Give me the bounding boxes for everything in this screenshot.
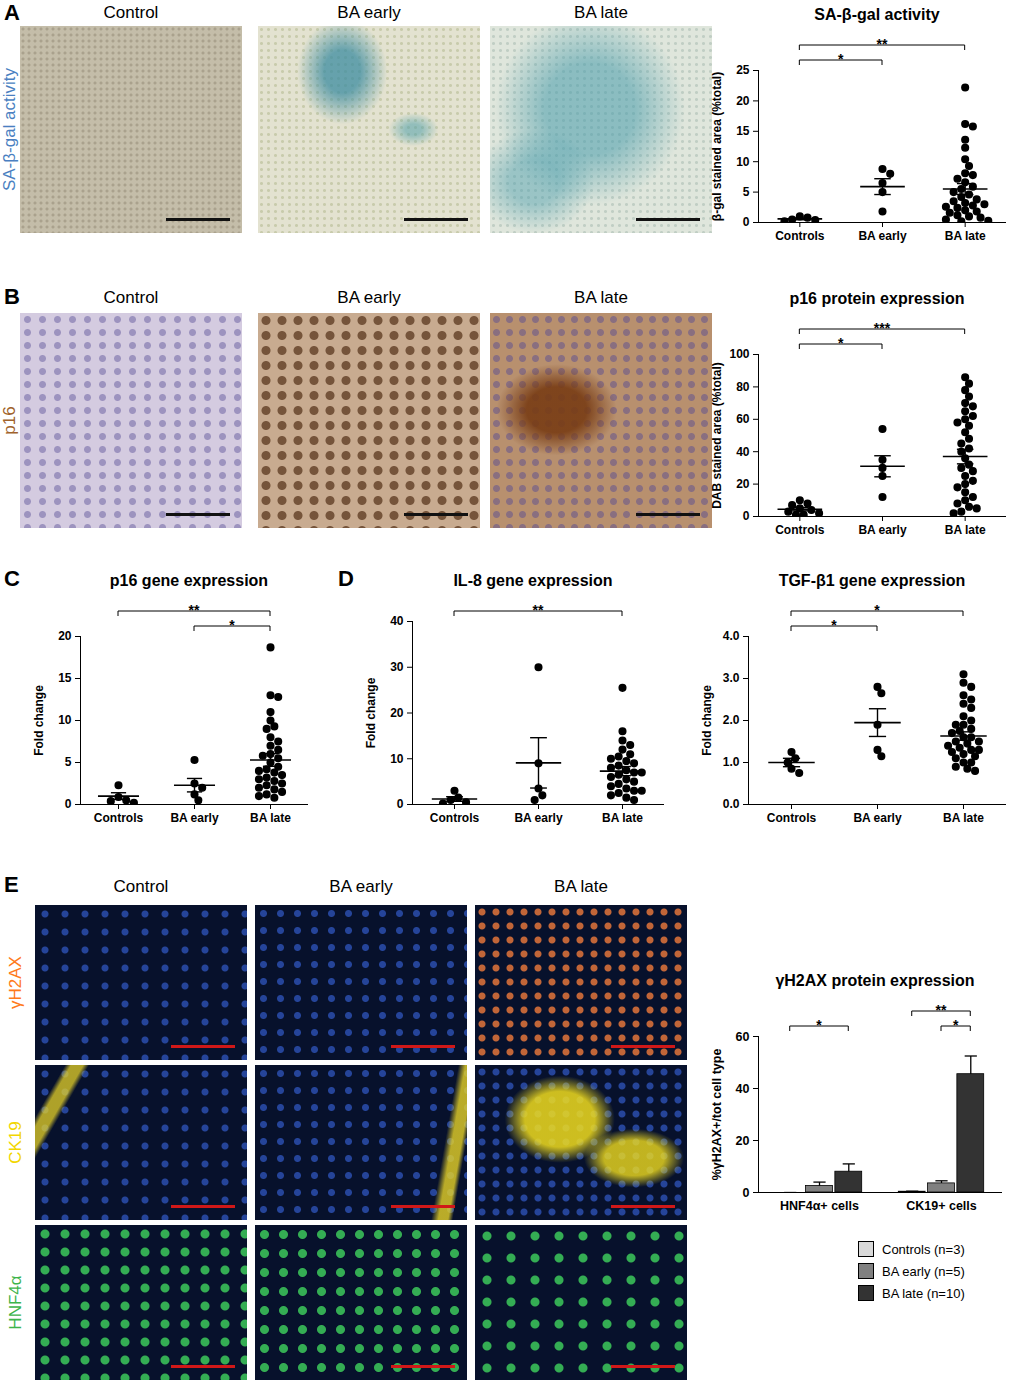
svg-text:4.0: 4.0 — [723, 629, 740, 643]
svg-text:Fold change: Fold change — [700, 685, 714, 756]
svg-text:Controls: Controls — [94, 811, 144, 825]
svg-text:BA late: BA late — [943, 811, 984, 825]
svg-text:DAB stained area (%total): DAB stained area (%total) — [710, 362, 724, 509]
svg-text:10: 10 — [736, 155, 750, 169]
svg-text:BA early: BA early — [170, 811, 219, 825]
html-text:HNF4α: HNF4α — [6, 1275, 25, 1330]
svg-text:80: 80 — [736, 380, 750, 394]
html-text:SA-β-gal activity: SA-β-gal activity — [0, 67, 19, 192]
svg-text:25: 25 — [736, 63, 750, 77]
svg-text:**: ** — [877, 36, 888, 52]
html-text:BA early: BA early — [337, 3, 401, 22]
svg-text:10: 10 — [58, 713, 72, 727]
svg-text:60: 60 — [736, 1030, 750, 1044]
svg-text:40: 40 — [736, 445, 750, 459]
svg-text:15: 15 — [58, 671, 72, 685]
svg-text:0: 0 — [65, 797, 72, 811]
svg-text:**: ** — [936, 1002, 947, 1018]
svg-text:15: 15 — [736, 124, 750, 138]
svg-text:0: 0 — [397, 797, 404, 811]
svg-text:0: 0 — [743, 509, 750, 523]
svg-text:Fold change: Fold change — [364, 677, 378, 748]
svg-text:10: 10 — [390, 752, 404, 766]
svg-text:HNF4α+ cells: HNF4α+ cells — [780, 1199, 859, 1213]
html-text:IL-8 gene expression: IL-8 gene expression — [453, 572, 613, 589]
html-text:D: D — [338, 566, 354, 591]
svg-text:Controls: Controls — [775, 523, 825, 537]
svg-text:BA early: BA early — [853, 811, 902, 825]
svg-text:BA late: BA late — [945, 229, 986, 243]
html-text:p16 gene expression: p16 gene expression — [109, 572, 269, 589]
svg-text:Controls: Controls — [775, 229, 825, 243]
svg-text:*: * — [953, 1017, 959, 1033]
html-text:p16 protein expression: p16 protein expression — [789, 290, 965, 307]
svg-text:CK19+ cells: CK19+ cells — [906, 1199, 977, 1213]
html-text:BA late: BA late — [574, 3, 628, 22]
svg-text:30: 30 — [390, 660, 404, 674]
html-text:BA late: BA late — [554, 877, 608, 896]
html-text:Control: Control — [103, 3, 159, 22]
svg-text:40: 40 — [736, 1082, 750, 1096]
svg-text:**: ** — [533, 602, 544, 618]
svg-text:*: * — [831, 617, 837, 633]
svg-text:60: 60 — [736, 412, 750, 426]
svg-text:***: *** — [874, 320, 891, 336]
svg-text:100: 100 — [729, 347, 749, 361]
svg-text:*: * — [874, 602, 880, 618]
svg-text:40: 40 — [390, 614, 404, 628]
html-text:γH2AX protein expression: γH2AX protein expression — [775, 972, 975, 989]
svg-text:*: * — [816, 1017, 822, 1033]
html-text:B: B — [4, 284, 20, 309]
html-text:E: E — [4, 872, 19, 897]
svg-text:3.0: 3.0 — [723, 671, 740, 685]
html-text:SA-β-gal activity: SA-β-gal activity — [814, 6, 940, 23]
svg-text:*: * — [838, 335, 844, 351]
svg-text:20: 20 — [390, 706, 404, 720]
svg-text:*: * — [838, 51, 844, 67]
html-text:Control: Control — [113, 877, 169, 896]
svg-text:*: * — [229, 617, 235, 633]
svg-text:20: 20 — [736, 477, 750, 491]
svg-text:BA late: BA late — [602, 811, 643, 825]
svg-text:0: 0 — [743, 1186, 750, 1200]
svg-text:**: ** — [189, 602, 200, 618]
svg-text:2.0: 2.0 — [723, 713, 740, 727]
svg-text:20: 20 — [736, 1134, 750, 1148]
html-text:Controls (n=3): Controls (n=3) — [882, 1241, 965, 1257]
html-text:CK19: CK19 — [6, 1121, 25, 1164]
svg-text:Controls: Controls — [430, 811, 480, 825]
html-text:γH2AX: γH2AX — [6, 956, 25, 1009]
svg-text:BA early: BA early — [858, 523, 907, 537]
svg-text:β-gal stained area (%total): β-gal stained area (%total) — [710, 72, 724, 221]
svg-text:BA early: BA early — [514, 811, 563, 825]
svg-text:5: 5 — [65, 755, 72, 769]
html-text:BA early (n=5): BA early (n=5) — [882, 1263, 965, 1279]
html-text:A: A — [4, 0, 20, 25]
html-text:BA late (n=10): BA late (n=10) — [882, 1285, 965, 1301]
svg-text:BA late: BA late — [945, 523, 986, 537]
html-text:C: C — [4, 566, 20, 591]
svg-text:0.0: 0.0 — [723, 797, 740, 811]
html-text:Control: Control — [103, 288, 159, 307]
html-text:BA early: BA early — [329, 877, 393, 896]
svg-text:1.0: 1.0 — [723, 755, 740, 769]
svg-text:20: 20 — [58, 629, 72, 643]
svg-text:BA early: BA early — [858, 229, 907, 243]
svg-text:20: 20 — [736, 94, 750, 108]
svg-text:5: 5 — [743, 185, 750, 199]
html-text:BA early: BA early — [337, 288, 401, 307]
svg-text:Controls: Controls — [767, 811, 817, 825]
html-text:p16: p16 — [0, 406, 19, 435]
svg-text:%γH2AX+/tot cell type: %γH2AX+/tot cell type — [710, 1049, 724, 1181]
html-text:BA late: BA late — [574, 288, 628, 307]
svg-text:BA late: BA late — [250, 811, 291, 825]
html-text:TGF-β1 gene expression: TGF-β1 gene expression — [778, 572, 966, 589]
svg-text:Fold change: Fold change — [32, 685, 46, 756]
svg-text:0: 0 — [743, 215, 750, 229]
